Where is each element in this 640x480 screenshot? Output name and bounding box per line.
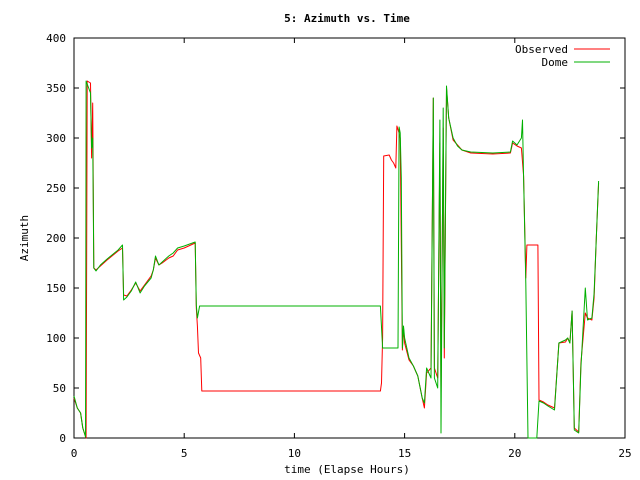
y-tick-label: 50 bbox=[53, 382, 66, 395]
y-tick-label: 400 bbox=[46, 32, 66, 45]
y-axis-label: Azimuth bbox=[18, 215, 31, 261]
x-tick-label: 0 bbox=[71, 447, 78, 460]
x-tick-label: 15 bbox=[398, 447, 411, 460]
y-tick-label: 100 bbox=[46, 332, 66, 345]
plot-frame bbox=[73, 37, 626, 439]
y-tick-label: 200 bbox=[46, 232, 66, 245]
series-lines bbox=[73, 80, 600, 439]
x-tick-label: 5 bbox=[181, 447, 188, 460]
y-tick-label: 150 bbox=[46, 282, 66, 295]
y-tick-label: 300 bbox=[46, 132, 66, 145]
x-tick-label: 20 bbox=[508, 447, 521, 460]
x-axis-label: time (Elapse Hours) bbox=[284, 463, 410, 476]
series-line-observed bbox=[73, 80, 600, 439]
series-line-dome bbox=[73, 80, 600, 439]
chart-title: 5: Azimuth vs. Time bbox=[284, 12, 410, 25]
x-tick-label: 25 bbox=[618, 447, 631, 460]
x-axis: 0 5 10 15 20 25 bbox=[71, 38, 632, 460]
legend-label: Observed bbox=[515, 43, 568, 56]
x-tick-label: 10 bbox=[288, 447, 301, 460]
legend-label: Dome bbox=[542, 56, 569, 69]
y-tick-label: 250 bbox=[46, 182, 66, 195]
y-tick-label: 0 bbox=[59, 432, 66, 445]
y-axis: 0 50 100 150 200 250 300 350 400 bbox=[46, 32, 625, 445]
y-tick-label: 350 bbox=[46, 82, 66, 95]
